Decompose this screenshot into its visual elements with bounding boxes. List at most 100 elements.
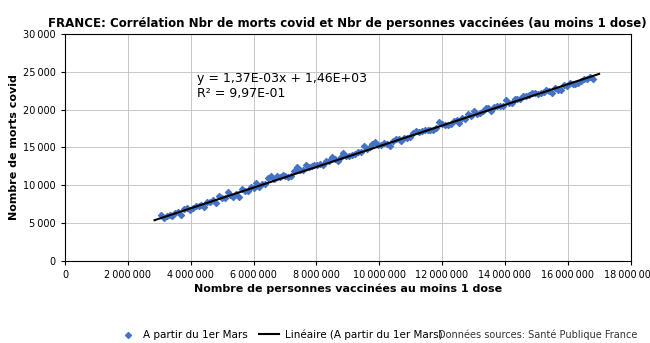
A partir du 1er Mars — [408, 130, 418, 135]
Text: Données sources: Santé Publique France: Données sources: Santé Publique France — [437, 329, 637, 340]
A partir du 1er Mars — [324, 158, 334, 164]
A partir du 1er Mars — [489, 104, 499, 110]
A partir du 1er Mars — [521, 93, 531, 99]
A partir du 1er Mars — [373, 142, 384, 147]
X-axis label: Nombre de personnes vaccinées au moins 1 dose: Nombre de personnes vaccinées au moins 1… — [194, 284, 502, 294]
A partir du 1er Mars — [179, 206, 189, 211]
A partir du 1er Mars — [193, 203, 203, 209]
A partir du 1er Mars — [347, 152, 358, 158]
A partir du 1er Mars — [376, 142, 386, 148]
A partir du 1er Mars — [272, 173, 282, 179]
A partir du 1er Mars — [419, 127, 430, 133]
A partir du 1er Mars — [286, 174, 296, 179]
A partir du 1er Mars — [495, 104, 505, 109]
A partir du 1er Mars — [176, 212, 187, 217]
A partir du 1er Mars — [318, 162, 328, 168]
A partir du 1er Mars — [190, 203, 201, 209]
A partir du 1er Mars — [246, 184, 256, 189]
A partir du 1er Mars — [335, 154, 346, 159]
A partir du 1er Mars — [480, 105, 491, 111]
Line: Linéaire (A partir du 1er Mars): Linéaire (A partir du 1er Mars) — [155, 74, 599, 220]
A partir du 1er Mars — [434, 120, 445, 125]
A partir du 1er Mars — [231, 191, 241, 197]
A partir du 1er Mars — [498, 103, 508, 108]
A partir du 1er Mars — [448, 118, 459, 124]
A partir du 1er Mars — [306, 163, 317, 169]
A partir du 1er Mars — [237, 187, 247, 192]
A partir du 1er Mars — [292, 164, 302, 169]
A partir du 1er Mars — [300, 162, 311, 167]
A partir du 1er Mars — [396, 138, 407, 143]
A partir du 1er Mars — [451, 117, 462, 123]
A partir du 1er Mars — [500, 97, 511, 103]
A partir du 1er Mars — [570, 81, 580, 86]
A partir du 1er Mars — [196, 202, 207, 208]
A partir du 1er Mars — [428, 127, 439, 132]
A partir du 1er Mars — [234, 194, 244, 199]
A partir du 1er Mars — [399, 135, 410, 141]
A partir du 1er Mars — [187, 205, 198, 211]
A partir du 1er Mars — [164, 212, 175, 217]
A partir du 1er Mars — [573, 80, 584, 86]
A partir du 1er Mars — [405, 134, 415, 139]
A partir du 1er Mars — [547, 90, 558, 96]
A partir du 1er Mars — [309, 162, 320, 168]
A partir du 1er Mars — [411, 129, 421, 134]
A partir du 1er Mars — [365, 144, 375, 150]
A partir du 1er Mars — [327, 155, 337, 160]
A partir du 1er Mars — [460, 116, 471, 122]
A partir du 1er Mars — [492, 104, 502, 109]
A partir du 1er Mars — [353, 149, 363, 154]
A partir du 1er Mars — [361, 146, 372, 151]
A partir du 1er Mars — [567, 81, 578, 86]
A partir du 1er Mars — [387, 138, 398, 143]
Linéaire (A partir du 1er Mars) — [151, 218, 159, 222]
A partir du 1er Mars — [562, 83, 572, 88]
A partir du 1er Mars — [341, 153, 352, 158]
A partir du 1er Mars — [208, 198, 218, 203]
A partir du 1er Mars — [515, 96, 525, 102]
A partir du 1er Mars — [268, 177, 279, 182]
A partir du 1er Mars — [338, 150, 348, 155]
A partir du 1er Mars — [359, 143, 369, 149]
A partir du 1er Mars — [167, 213, 177, 218]
A partir du 1er Mars — [469, 108, 479, 114]
A partir du 1er Mars — [266, 174, 276, 179]
A partir du 1er Mars — [536, 90, 546, 95]
A partir du 1er Mars — [486, 108, 497, 113]
A partir du 1er Mars — [552, 87, 563, 93]
A partir du 1er Mars — [556, 87, 566, 93]
A partir du 1er Mars — [544, 88, 554, 94]
A partir du 1er Mars — [391, 137, 401, 142]
A partir du 1er Mars — [214, 193, 224, 199]
A partir du 1er Mars — [402, 135, 413, 141]
A partir du 1er Mars — [315, 161, 326, 167]
A partir du 1er Mars — [173, 210, 183, 215]
A partir du 1er Mars — [202, 199, 213, 204]
A partir du 1er Mars — [518, 94, 528, 99]
A partir du 1er Mars — [512, 97, 523, 102]
A partir du 1er Mars — [463, 111, 473, 117]
A partir du 1er Mars — [443, 122, 453, 127]
A partir du 1er Mars — [472, 111, 482, 117]
A partir du 1er Mars — [254, 185, 265, 190]
A partir du 1er Mars — [159, 215, 169, 221]
A partir du 1er Mars — [283, 174, 294, 180]
A partir du 1er Mars — [199, 204, 209, 209]
A partir du 1er Mars — [582, 77, 592, 82]
A partir du 1er Mars — [225, 192, 235, 198]
A partir du 1er Mars — [510, 97, 520, 102]
A partir du 1er Mars — [483, 105, 493, 111]
A partir du 1er Mars — [576, 78, 586, 83]
A partir du 1er Mars — [263, 175, 273, 180]
A partir du 1er Mars — [370, 140, 380, 145]
A partir du 1er Mars — [431, 125, 441, 130]
A partir du 1er Mars — [382, 141, 392, 147]
A partir du 1er Mars — [541, 87, 552, 93]
A partir du 1er Mars — [367, 141, 378, 146]
A partir du 1er Mars — [205, 199, 215, 204]
A partir du 1er Mars — [295, 167, 306, 172]
A partir du 1er Mars — [478, 108, 488, 113]
A partir du 1er Mars — [170, 211, 181, 216]
A partir du 1er Mars — [379, 141, 389, 146]
